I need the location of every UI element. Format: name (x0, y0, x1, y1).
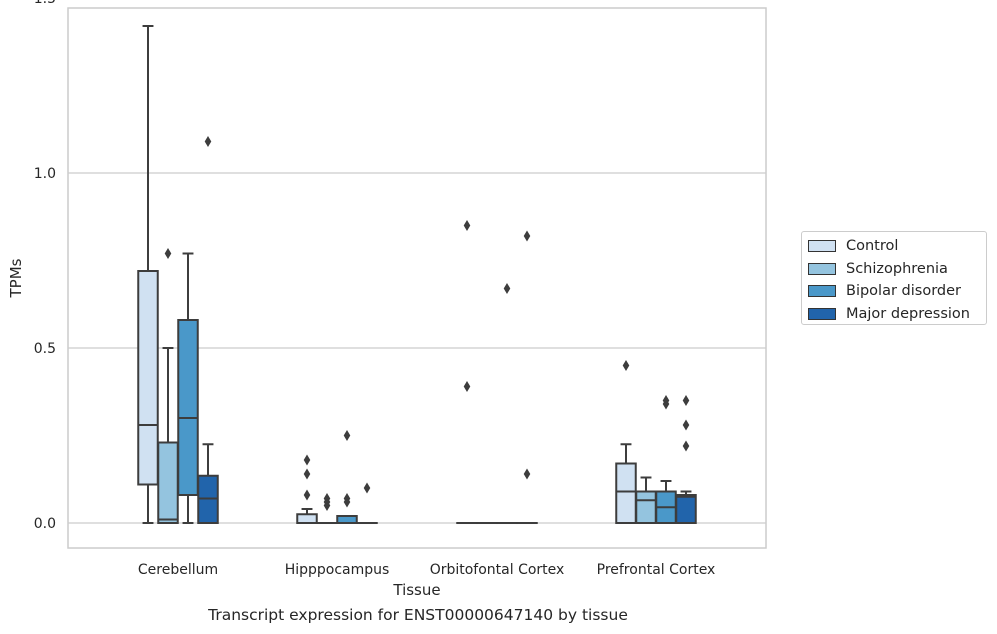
legend-label: Major depression (846, 305, 970, 322)
box-iqr (296, 513, 318, 524)
tick-labels: 0.00.51.01.52.02.5CerebellumHipppocampus… (34, 0, 716, 578)
box-bipolar-disorder (177, 252, 199, 524)
box-schizophrenia (635, 476, 657, 524)
outlier-point (463, 381, 471, 392)
box-plot-marks (137, 25, 697, 525)
outlier-point (204, 136, 212, 147)
box-bipolar-disorder (655, 395, 677, 524)
outlier-point (622, 360, 630, 371)
box-control (296, 454, 318, 524)
outlier-point (343, 493, 351, 504)
box-iqr (137, 270, 159, 486)
legend-item: Schizophrenia (808, 258, 986, 281)
outlier-point (363, 482, 371, 494)
plot-frame (67, 7, 767, 549)
legend-label: Bipolar disorder (846, 283, 961, 300)
outlier-point (523, 230, 531, 242)
box-schizophrenia (316, 493, 338, 525)
legend-swatch (808, 240, 836, 253)
box-iqr (157, 441, 179, 524)
box-iqr (177, 319, 199, 496)
legend: Control Schizophrenia Bipolar disorder Majo… (801, 231, 987, 325)
outlier-point (682, 419, 690, 431)
box-bipolar-disorder (336, 430, 358, 524)
legend-label: Schizophrenia (846, 260, 948, 277)
outlier-point (323, 493, 331, 504)
legend-label: Control (846, 238, 899, 255)
y-tick-label: 1.0 (34, 166, 56, 182)
outlier-point (303, 454, 311, 466)
outlier-point (662, 395, 670, 406)
box-bipolar-disorder (496, 283, 518, 525)
legend-item: Control (808, 235, 986, 258)
y-axis-label: TPMs (7, 258, 25, 298)
box-schizophrenia (157, 248, 179, 524)
x-tick-label: Prefrontal Cortex (597, 562, 716, 578)
x-tick-label: Orbitofontal Cortex (430, 562, 565, 578)
box-control (137, 25, 159, 524)
outlier-point (682, 440, 690, 452)
y-tick-label: 0.0 (34, 516, 56, 532)
box-control (615, 360, 637, 524)
outlier-point (503, 283, 511, 294)
y-tick-label: 1.5 (34, 0, 56, 7)
legend-swatch (808, 285, 836, 298)
x-tick-label: Hipppocampus (285, 562, 390, 578)
box-major-depression (197, 136, 219, 524)
outlier-point (682, 395, 690, 406)
outlier-point (164, 248, 172, 259)
chart-caption: Transcript expression for ENST0000064714… (208, 606, 628, 624)
box-major-depression (356, 482, 378, 525)
legend-item: Bipolar disorder (808, 280, 986, 303)
box-iqr (336, 515, 358, 524)
box-iqr (635, 490, 657, 524)
outlier-point (303, 489, 311, 501)
y-tick-label: 0.5 (34, 341, 56, 357)
box-major-depression (516, 230, 538, 525)
box-control (456, 220, 478, 525)
box-iqr (615, 462, 637, 524)
box-schizophrenia (476, 522, 498, 525)
outlier-point (303, 468, 311, 480)
box-major-depression (675, 395, 697, 524)
outlier-point (463, 220, 471, 231)
outlier-point (343, 430, 351, 441)
legend-item: Major depression (808, 303, 986, 326)
x-axis-label: Tissue (392, 581, 440, 599)
legend-swatch (808, 307, 836, 320)
outlier-point (523, 468, 531, 480)
box-iqr (675, 494, 697, 524)
legend-swatch (808, 262, 836, 275)
x-tick-label: Cerebellum (138, 562, 218, 578)
